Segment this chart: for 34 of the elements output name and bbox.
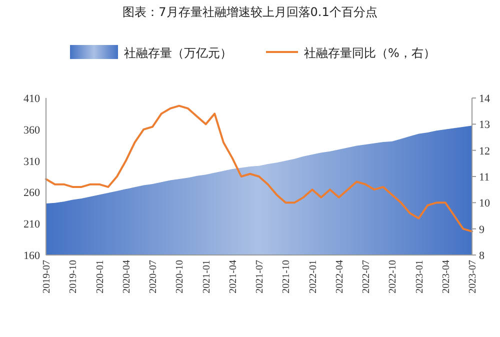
y-tick-label: 210 [24, 218, 40, 231]
x-tick-label: 2020-10 [174, 260, 186, 294]
x-tick-label: 2020-04 [121, 260, 132, 294]
x-tick-label: 2021-10 [281, 260, 292, 294]
y2-tick-label: 11 [479, 172, 490, 184]
y2-tick-label: 10 [479, 198, 490, 210]
chart-title: 图表：7月存量社融增速较上月回落0.1个百分点 [122, 5, 378, 19]
x-tick-label: 2022-04 [334, 260, 346, 294]
y-tick-label: 360 [24, 124, 40, 136]
x-tick-label: 2019-07 [42, 260, 52, 294]
y-tick-label: 310 [24, 156, 40, 168]
x-tick-label: 2021-01 [201, 260, 212, 294]
legend-label: 社融存量同比（%，右） [304, 46, 436, 60]
x-tick-label: 2021-04 [228, 260, 239, 294]
x-tick-label: 2023-07 [468, 260, 478, 294]
x-tick-label: 2023-01 [414, 260, 426, 294]
line-series [45, 104, 473, 232]
y-tick-label: 410 [24, 93, 40, 105]
y2-tick-label: 9 [479, 224, 485, 236]
legend-label: 社融存量（万亿元） [124, 46, 232, 60]
y2-tick-label: 8 [479, 250, 485, 262]
x-tick-label: 2020-01 [94, 260, 106, 294]
x-tick-label: 2023-04 [440, 260, 452, 294]
y-tick-label: 260 [24, 187, 40, 200]
y2-tick-label: 13 [479, 119, 490, 132]
y2-tick-label: 14 [479, 93, 490, 105]
y2-tick-label: 12 [479, 145, 490, 158]
x-tick-label: 2019-10 [68, 260, 80, 294]
x-tick-label: 2022-07 [361, 260, 372, 294]
x-tick-label: 2022-01 [308, 260, 319, 294]
x-tick-label: 2022-10 [388, 260, 399, 294]
x-tick-label: 2020-07 [148, 260, 159, 294]
y-tick-label: 160 [24, 250, 40, 262]
x-tick-label: 2021-07 [254, 260, 266, 294]
